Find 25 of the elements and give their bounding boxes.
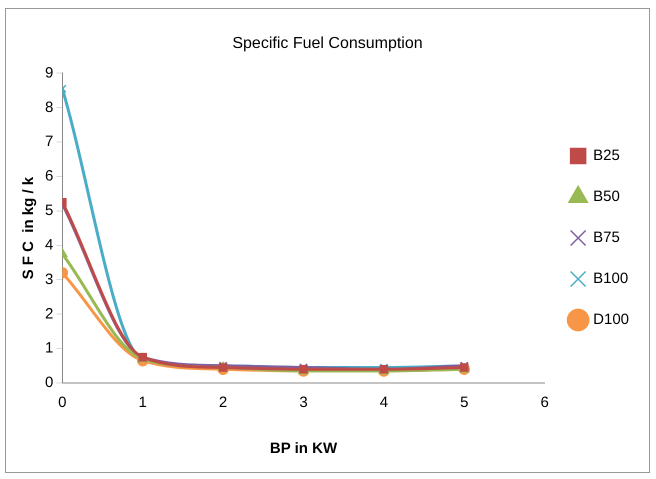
x-tick-label: 4: [380, 394, 388, 412]
y-tick-label: 2: [45, 305, 54, 322]
x-tick-label: 0: [58, 394, 67, 412]
y-tick-label: 4: [45, 236, 54, 254]
chart-title: Specific Fuel Consumption: [232, 35, 423, 52]
y-tick-label: 1: [45, 340, 54, 357]
y-tick-label: 9: [45, 64, 54, 82]
y-tick-label: 3: [45, 270, 54, 288]
x-tick-label: 3: [299, 394, 308, 412]
y-tick-label: 6: [45, 168, 54, 185]
x-tick-label: 1: [138, 394, 147, 412]
x-tick-label: 2: [218, 394, 228, 412]
x-tick-label: 5: [460, 394, 468, 412]
legend-label: B25: [593, 147, 620, 164]
legend-label: D100: [593, 311, 629, 328]
legend-label: B75: [593, 229, 620, 246]
x-tick-label: 6: [540, 394, 549, 412]
y-tick-label: 7: [45, 133, 54, 150]
legend-label: B100: [593, 270, 628, 288]
y-tick-label: 0: [45, 374, 54, 392]
y-axis-title: S F C in kg / k: [20, 176, 38, 280]
y-tick-label: 5: [45, 202, 54, 220]
y-tick-label: 8: [45, 98, 54, 116]
x-axis-title: BP in KW: [270, 440, 338, 458]
legend-label: B50: [593, 188, 620, 206]
